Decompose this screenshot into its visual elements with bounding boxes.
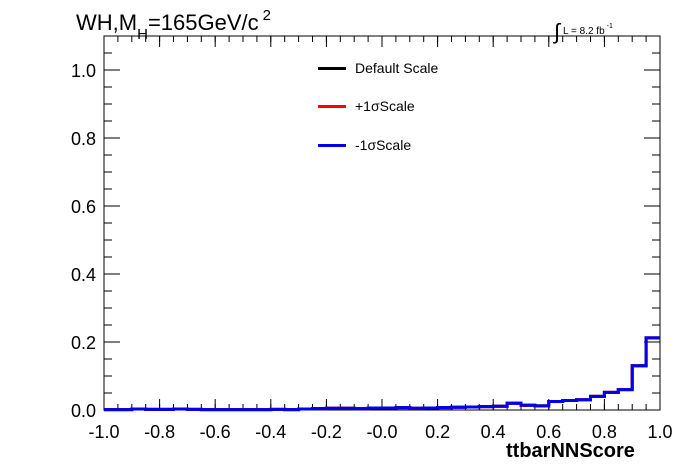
lumi-superscript: -1 [606, 23, 613, 30]
y-tick-label: 0.0 [71, 401, 96, 421]
series-layer [104, 336, 660, 412]
x-tick-label: -1.0 [88, 422, 119, 442]
lumi-text: L = 8.2 fb [563, 26, 605, 37]
x-tick-label: -0.8 [144, 422, 175, 442]
series-2 [104, 336, 660, 412]
legend-swatch-minus1sigma [318, 143, 346, 147]
legend-swatch-default [318, 66, 346, 70]
x-tick-label: 0.6 [536, 422, 561, 442]
title-main: WH,M [76, 10, 138, 35]
title-superscript: 2 [262, 7, 271, 24]
series-line [104, 336, 660, 412]
x-tick-label: 1.0 [647, 422, 672, 442]
x-tick-label: 0.4 [481, 422, 506, 442]
y-tick-label: 0.2 [71, 333, 96, 353]
x-axis-label: ttbarNNScore [506, 440, 635, 462]
x-tick-label: 0.8 [592, 422, 617, 442]
chart-title: WH,MH=165GeV/c 2 [76, 7, 271, 43]
legend-entry-default: Default Scale [318, 58, 438, 78]
x-tick-labels: -1.0 -0.8 -0.6 -0.4 -0.2 -0.0 0.2 0.4 0.6 0.8 1.0 [88, 422, 672, 442]
x-tick-label: -0.6 [200, 422, 231, 442]
y-tick-label: 0.8 [71, 129, 96, 149]
y-tick-label: 0.4 [71, 265, 96, 285]
legend-label-minus1sigma: -1σScale [355, 137, 412, 153]
plot-frame [103, 35, 661, 411]
y-tick-label: 0.6 [71, 197, 96, 217]
luminosity-label: ∫ L = 8.2 fb -1 [554, 14, 613, 44]
integral-symbol: ∫ [554, 19, 561, 44]
legend-entry-plus1sigma: +1σScale [318, 96, 415, 116]
y-tick-label: 1.0 [71, 61, 96, 81]
title-rest: =165GeV/c [147, 10, 259, 35]
y-tick-labels: 0.0 0.2 0.4 0.6 0.8 1.0 [71, 61, 96, 421]
x-tick-label: 0.2 [425, 422, 450, 442]
legend-label-default: Default Scale [355, 60, 439, 76]
title-subscript: H [137, 26, 148, 43]
x-tick-label: -0.4 [255, 422, 286, 442]
legend-swatch-plus1sigma [318, 104, 346, 108]
x-tick-label: -0.2 [311, 422, 342, 442]
legend-entry-minus1sigma: -1σScale [318, 135, 411, 155]
axis-ticks [103, 35, 661, 411]
x-tick-label: -0.0 [366, 422, 397, 442]
legend-label-plus1sigma: +1σScale [355, 98, 415, 114]
